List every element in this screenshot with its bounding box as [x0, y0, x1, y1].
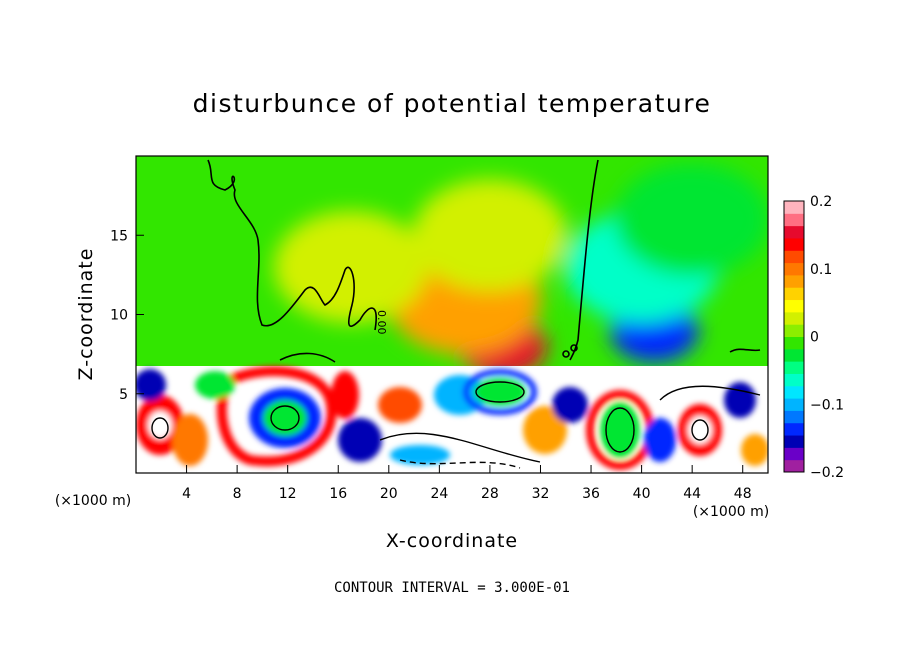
colorbar-tick-label: 0.2	[810, 194, 832, 210]
colorbar-segment	[784, 435, 804, 448]
colorbar-tick-label: −0.2	[810, 465, 844, 481]
colorbar-segment	[784, 398, 804, 411]
colorbar-segment	[784, 262, 804, 276]
colorbar-tick-label: −0.1	[810, 397, 844, 413]
field-blob-6	[273, 210, 428, 323]
y-axis-label: Z-coordinate	[75, 248, 97, 381]
heatmap-field: 0.00	[136, 156, 768, 473]
zero-contour	[207, 159, 761, 363]
colorbar-segment	[784, 422, 804, 436]
colorbar-segment	[784, 336, 804, 350]
colorbar-segment	[784, 299, 804, 313]
x-tick-label: 8	[233, 486, 242, 502]
colorbar-segment	[784, 287, 804, 301]
colorbar-segment	[784, 225, 804, 239]
colorbar-segment	[784, 361, 804, 374]
colorbar-segment	[784, 373, 804, 387]
y-axis: 5 10 15	[110, 228, 144, 403]
colorbar-segment	[784, 385, 804, 399]
x-tick-label: 48	[734, 486, 752, 502]
y-tick-label: 15	[110, 228, 128, 244]
x-tick-label: 44	[683, 486, 701, 502]
contour-interval-note: CONTOUR INTERVAL = 3.000E-01	[334, 580, 570, 596]
x-tick-label: 4	[182, 486, 191, 502]
x-tick-label: 24	[430, 486, 448, 502]
colorbar-segment	[784, 250, 804, 264]
chart-title: disturbunce of potential temperature	[193, 89, 712, 118]
x-tick-label: 28	[481, 486, 499, 502]
y-tick-label: 10	[110, 308, 128, 324]
turbulent-layer	[136, 366, 768, 473]
x-tick-label: 12	[279, 486, 297, 502]
colorbar-frame	[783, 200, 805, 473]
colorbar-segment	[784, 447, 804, 461]
colorbar-segments	[784, 201, 804, 473]
y-tick-label: 5	[119, 387, 128, 403]
colorbar: 0.2 0.1 0 −0.1 −0.2	[783, 194, 844, 481]
colorbar-segment	[784, 274, 804, 288]
field-blob-5	[615, 163, 768, 276]
colorbar-segment	[784, 213, 804, 227]
colorbar-segment	[784, 201, 804, 214]
x-tick-label: 20	[380, 486, 398, 502]
x-unit-right: (×1000 m)	[693, 504, 769, 520]
colorbar-segment	[784, 311, 804, 325]
x-axis: 4 8 12 16 20 24 28 32 36 40 44 48	[182, 465, 752, 502]
colorbar-segment	[784, 237, 804, 251]
x-axis-label: X-coordinate	[386, 530, 518, 552]
x-tick-label: 32	[532, 486, 550, 502]
colorbar-segment	[784, 324, 804, 337]
contour-label: 0.00	[375, 310, 388, 335]
x-tick-label: 40	[633, 486, 651, 502]
colorbar-segment	[784, 459, 804, 473]
x-unit-left: (×1000 m)	[55, 493, 131, 509]
x-tick-label: 36	[582, 486, 600, 502]
x-tick-label: 16	[329, 486, 347, 502]
field-blob-2	[412, 179, 567, 292]
colorbar-segment	[784, 348, 804, 362]
colorbar-tick-label: 0	[810, 330, 819, 346]
colorbar-tick-label: 0.1	[810, 262, 832, 278]
colorbar-ticks: 0.2 0.1 0 −0.1 −0.2	[810, 194, 844, 481]
colorbar-segment	[784, 410, 804, 424]
